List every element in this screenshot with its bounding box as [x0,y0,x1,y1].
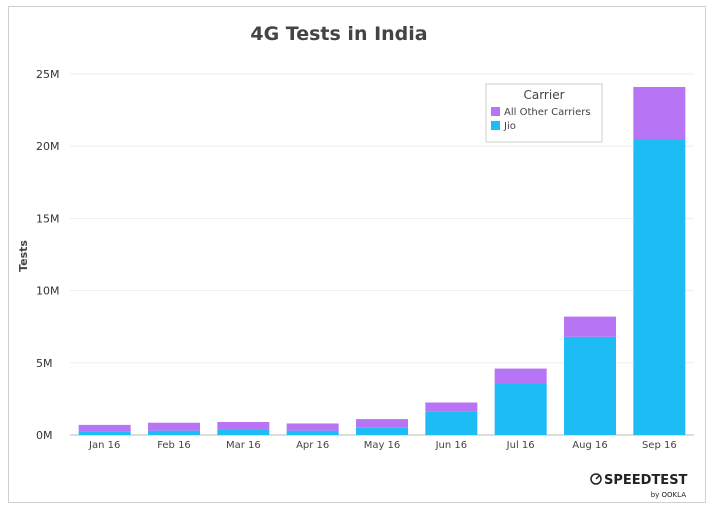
x-tick-label: Jul 16 [506,440,535,451]
bar-all-other-carriers [78,424,131,432]
bar-all-other-carriers [286,423,339,431]
speedtest-gauge-icon [590,473,602,485]
bar-all-other-carriers [356,419,408,428]
bar-all-other-carriers [494,368,547,384]
y-tick-label: 20M [36,140,60,153]
bar-all-other-carriers [564,316,616,337]
bars [78,86,686,436]
bar-jio [356,427,408,435]
bar-jio [148,430,200,435]
legend-label-all-other-carriers: All Other Carriers [504,107,591,118]
bar-all-other-carriers [148,422,200,431]
x-tick-label: Sep 16 [642,440,677,451]
bar-all-other-carriers [217,422,270,430]
bar-jio [494,383,547,435]
bar-all-other-carriers [633,86,686,139]
y-tick-label: 5M [36,357,53,370]
x-tick-label: Jun 16 [435,440,468,451]
legend-box [485,83,603,143]
x-tick-label: Aug 16 [572,440,607,451]
bar-all-other-carriers [425,402,478,412]
chart-title: 4G Tests in India [250,23,427,45]
bar-jio [564,336,616,435]
y-tick-labels: 0M 5M 10M 15M 20M 25M [36,68,60,442]
y-tick-label: 25M [36,68,60,81]
x-tick-label: Feb 16 [157,440,191,451]
legend-title: Carrier [523,88,564,102]
brand-name: SPEEDTEST [604,473,688,488]
x-tick-labels: Jan 16 Feb 16 Mar 16 Apr 16 May 16 Jun 16 Jul … [88,440,677,451]
y-axis-label: Tests [17,240,30,272]
brand-sub: by OOKLA [651,491,686,499]
bar-jio [425,411,478,435]
y-tick-label: 0M [36,429,53,442]
bar-jio [78,431,131,435]
bar-jio [286,430,339,435]
legend-swatch-jio [491,121,500,130]
legend-label-jio: Jio [503,121,516,132]
gauge-needle [595,475,600,480]
x-tick-label: Mar 16 [226,440,261,451]
y-tick-label: 15M [36,212,60,225]
speedtest-logo: SPEEDTEST by OOKLA [590,473,688,499]
legend-swatch-all-other-carriers [491,107,500,116]
bar-jio [633,138,686,436]
x-tick-label: May 16 [364,440,401,451]
y-tick-label: 10M [36,285,60,298]
x-tick-label: Apr 16 [296,440,329,451]
bar-jio [217,429,270,435]
legend: Carrier All Other Carriers Jio [485,83,603,143]
x-tick-label: Jan 16 [88,440,120,451]
